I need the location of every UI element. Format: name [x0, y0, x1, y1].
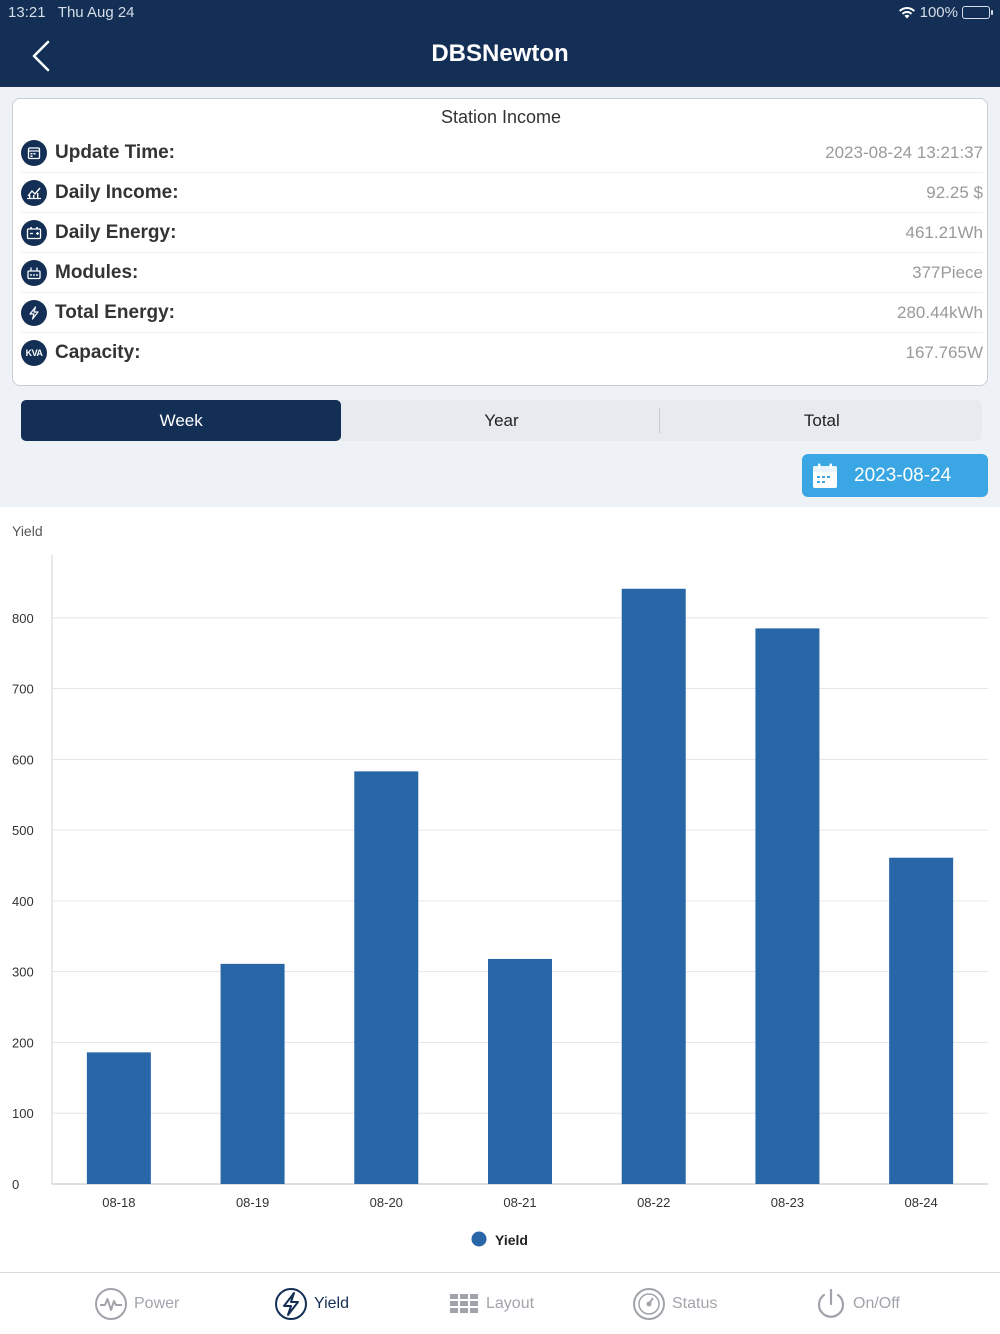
- info-value: 280.44kWh: [897, 302, 983, 322]
- bolt-icon: [21, 299, 47, 326]
- tab-status[interactable]: Status: [632, 1287, 717, 1321]
- calendar-icon: [21, 139, 47, 166]
- tab-power-label: Power: [134, 1295, 180, 1312]
- tab-onoff[interactable]: On/Off: [815, 1287, 900, 1321]
- chevron-left-icon: [32, 40, 50, 72]
- x-tick-label: 08-20: [370, 1195, 403, 1210]
- bar-08-18: [86, 1052, 151, 1184]
- segment-total[interactable]: Total: [803, 410, 840, 430]
- tab-layout-label: Layout: [486, 1295, 535, 1312]
- bar-08-23: [755, 628, 820, 1184]
- info-row-update-time: Update Time: 2023-08-24 13:21:37: [21, 133, 983, 173]
- legend-swatch: [471, 1231, 487, 1247]
- x-tick-label: 08-21: [503, 1195, 536, 1210]
- info-label: Capacity:: [55, 342, 141, 363]
- bar-08-21: [488, 958, 552, 1184]
- bolt-circle-icon: [275, 1288, 307, 1320]
- gauge-icon: [633, 1288, 665, 1320]
- wifi-icon: [898, 6, 915, 18]
- header: 13:21 Thu Aug 24 100% DBSNewton: [0, 0, 1000, 87]
- info-value: 2023-08-24 13:21:37: [825, 142, 983, 162]
- info-value: 92.25 $: [926, 182, 983, 202]
- bar-08-20: [354, 771, 419, 1184]
- info-label: Total Energy:: [55, 301, 175, 323]
- calendar-icon: [813, 463, 837, 488]
- info-row-daily-energy: Daily Energy: 461.21Wh: [21, 213, 983, 253]
- y-tick-label: 300: [12, 965, 34, 980]
- date-value: 2023-08-24: [854, 464, 952, 486]
- status-date: Thu Aug 24: [57, 4, 135, 21]
- kva-badge-text: KVA: [25, 348, 43, 358]
- info-row-total-energy: Total Energy: 280.44kWh: [21, 293, 983, 333]
- chart-y-axis-title: Yield: [12, 523, 43, 539]
- status-time: 13:21: [8, 4, 46, 21]
- info-label: Modules:: [55, 261, 139, 283]
- station-income-card: Station Income Update Time: 2023-08-24 1…: [12, 98, 988, 386]
- page-title: DBSNewton: [431, 40, 569, 67]
- battery-percent: 100%: [919, 4, 958, 21]
- tab-layout[interactable]: Layout: [448, 1287, 534, 1321]
- segment-year[interactable]: Year: [484, 410, 519, 430]
- battery-icon: [962, 6, 993, 19]
- battery-icon: [21, 219, 47, 246]
- info-value: 167.765W: [905, 343, 984, 362]
- back-button[interactable]: [22, 36, 58, 72]
- tab-yield[interactable]: Yield: [274, 1287, 349, 1321]
- info-label: Daily Energy:: [55, 221, 177, 243]
- grid-icon: [450, 1294, 478, 1313]
- status-bar-right: 100%: [898, 4, 993, 21]
- yield-bar-chart: 0 100 200 300 400 500 600 700 800 08-18 08-19 08-2…: [12, 555, 988, 1248]
- info-value: 461.21Wh: [905, 222, 984, 242]
- info-row-modules: Modules: 377Piece: [21, 253, 983, 293]
- kva-icon: KVA: [21, 340, 47, 366]
- x-tick-label: 08-19: [236, 1195, 269, 1210]
- status-bar-time: 13:21 Thu Aug 24: [8, 4, 135, 21]
- y-tick-label: 100: [12, 1106, 34, 1121]
- segment-divider: [659, 408, 660, 433]
- y-tick-label: 500: [12, 823, 34, 838]
- bar-08-22: [621, 588, 686, 1184]
- period-segmented-control: Week Year Total: [21, 400, 982, 441]
- y-tick-label: 700: [12, 682, 34, 697]
- y-tick-label: 200: [12, 1035, 34, 1050]
- x-tick-label: 08-22: [637, 1195, 670, 1210]
- y-tick-label: 800: [12, 611, 34, 626]
- y-tick-label: 0: [12, 1177, 19, 1192]
- legend-label: Yield: [495, 1232, 528, 1248]
- x-tick-label: 08-18: [102, 1195, 135, 1210]
- info-value: 377Piece: [912, 262, 983, 282]
- bottom-tab-bar: Power Yield Layout Status On/Off: [0, 1272, 1000, 1334]
- module-icon: [21, 259, 47, 286]
- tab-status-label: Status: [672, 1295, 718, 1312]
- bar-08-19: [220, 963, 285, 1184]
- pulse-icon: [95, 1288, 127, 1320]
- y-tick-label: 600: [12, 752, 34, 767]
- card-title: Station Income: [440, 107, 562, 127]
- x-tick-label: 08-23: [771, 1195, 804, 1210]
- info-row-daily-income: Daily Income: 92.25 $: [21, 173, 983, 213]
- chart-line-icon: [21, 179, 47, 206]
- x-tick-label: 08-24: [905, 1195, 938, 1210]
- yield-chart: Yield 0 100 200 300 400 500 600 700 800 08-18 08-…: [0, 507, 1000, 1272]
- tab-onoff-label: On/Off: [853, 1295, 900, 1312]
- segment-week[interactable]: Week: [21, 400, 342, 441]
- info-label: Update Time:: [55, 141, 176, 163]
- bar-08-24: [889, 857, 954, 1184]
- tab-power[interactable]: Power: [94, 1287, 179, 1321]
- info-row-capacity: KVA Capacity: 167.765W: [21, 333, 983, 373]
- y-tick-label: 400: [12, 894, 34, 909]
- power-icon: [817, 1288, 845, 1318]
- tab-yield-label: Yield: [314, 1295, 349, 1312]
- date-picker-button[interactable]: 2023-08-24: [802, 454, 988, 497]
- info-label: Daily Income:: [55, 181, 179, 203]
